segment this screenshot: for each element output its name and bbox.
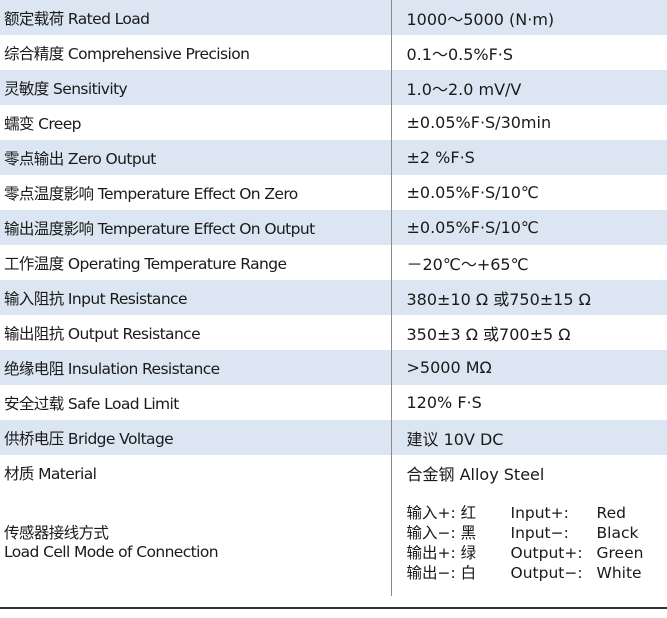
wire-color: Red	[596, 504, 626, 522]
bottom-rule	[0, 607, 667, 609]
wire-cn: 输出−: 白	[406, 564, 477, 582]
wire-color: Green	[596, 544, 644, 562]
spec-value: －20℃～+65℃	[406, 254, 529, 274]
spec-row-output-resistance: 输出阻抗 Output Resistance 350±3 Ω 或700±5 Ω	[0, 315, 667, 350]
connection-label-en: Load Cell Mode of Connection	[4, 543, 219, 561]
spec-row-creep: 蠕变 Creep ±0.05%F·S/30min	[0, 105, 667, 140]
spec-label: 零点输出 Zero Output	[0, 140, 392, 175]
wire-row-output-minus: 输出−: 白 Output−: White	[407, 563, 644, 583]
wire-en: Output−:	[510, 564, 583, 582]
spec-row-sensitivity: 灵敏度 Sensitivity 1.0～2.0 mV/V	[0, 70, 667, 105]
spec-value: ±0.05%F·S/10℃	[406, 183, 539, 202]
spec-row-rated-load: 额定载荷 Rated Load 1000～5000 (N·m)	[0, 0, 667, 35]
spec-label: 绝缘电阻 Insulation Resistance	[0, 350, 392, 385]
spec-label: 供桥电压 Bridge Voltage	[0, 420, 392, 455]
wire-cn: 输出+: 绿	[406, 544, 477, 562]
spec-row-zero-output: 零点输出 Zero Output ±2 %F·S	[0, 140, 667, 175]
spec-label: 材质 Material	[0, 455, 392, 490]
wire-en: Output+:	[510, 544, 583, 562]
spec-row-temp-effect-output: 输出温度影响 Temperature Effect On Output ±0.0…	[0, 210, 667, 245]
spec-row-safe-load-limit: 安全过载 Safe Load Limit 120% F·S	[0, 385, 667, 420]
connection-wiring: 输入+: 红 Input+: Red 输入−: 黑 Input−: Black …	[391, 490, 667, 596]
spec-label: 输出温度影响 Temperature Effect On Output	[0, 210, 392, 245]
spec-row-operating-temp: 工作温度 Operating Temperature Range －20℃～+6…	[0, 245, 667, 280]
spec-value: ±2 %F·S	[391, 140, 667, 175]
spec-row-connection: 传感器接线方式 Load Cell Mode of Connection 输入+…	[0, 490, 667, 596]
spec-row-input-resistance: 输入阻抗 Input Resistance 380±10 Ω 或750±15 Ω	[0, 280, 667, 315]
spec-value: >5000 MΩ	[391, 350, 667, 385]
spec-value: 0.1～0.5%F·S	[406, 44, 514, 64]
wire-row-input-minus: 输入−: 黑 Input−: Black	[407, 523, 644, 543]
spec-value: 1000～5000 (N·m)	[391, 0, 667, 35]
spec-value: ±0.05%F·S/30min	[406, 113, 552, 132]
wiring-table: 输入+: 红 Input+: Red 输入−: 黑 Input−: Black …	[407, 503, 644, 583]
connection-label: 传感器接线方式 Load Cell Mode of Connection	[0, 490, 392, 596]
wire-cn: 输入−: 黑	[406, 524, 477, 542]
wire-row-input-plus: 输入+: 红 Input+: Red	[407, 503, 644, 523]
spec-label: 工作温度 Operating Temperature Range	[0, 245, 392, 280]
spec-row-comprehensive-precision: 综合精度 Comprehensive Precision 0.1～0.5%F·S	[0, 35, 667, 70]
spec-label: 输出阻抗 Output Resistance	[0, 315, 392, 350]
wire-color: Black	[596, 524, 639, 542]
spec-row-bridge-voltage: 供桥电压 Bridge Voltage 建议 10V DC	[0, 420, 667, 455]
wire-cn: 输入+: 红	[406, 504, 477, 522]
spec-value: 380±10 Ω 或750±15 Ω	[391, 280, 667, 315]
spec-label: 灵敏度 Sensitivity	[0, 70, 392, 105]
spec-value: 350±3 Ω 或700±5 Ω	[406, 324, 571, 344]
spec-label: 安全过载 Safe Load Limit	[0, 385, 392, 420]
spec-label: 输入阻抗 Input Resistance	[0, 280, 392, 315]
spec-label: 零点温度影响 Temperature Effect On Zero	[0, 175, 392, 210]
connection-label-cn: 传感器接线方式	[4, 524, 109, 542]
spec-value: ±0.05%F·S/10℃	[391, 210, 667, 245]
wire-en: Input+:	[510, 504, 569, 522]
wire-color: White	[596, 564, 642, 582]
spec-label: 综合精度 Comprehensive Precision	[0, 35, 392, 70]
wire-row-output-plus: 输出+: 绿 Output+: Green	[407, 543, 644, 563]
spec-row-material: 材质 Material 合金钢 Alloy Steel	[0, 455, 667, 490]
spec-row-temp-effect-zero: 零点温度影响 Temperature Effect On Zero ±0.05%…	[0, 175, 667, 210]
spec-value: 合金钢 Alloy Steel	[406, 464, 545, 484]
spec-value: 1.0～2.0 mV/V	[391, 70, 667, 105]
spec-label: 额定载荷 Rated Load	[0, 0, 392, 35]
spec-row-insulation-resistance: 绝缘电阻 Insulation Resistance >5000 MΩ	[0, 350, 667, 385]
spec-value: 120% F·S	[406, 393, 482, 412]
wire-en: Input−:	[510, 524, 569, 542]
spec-table: 额定载荷 Rated Load 1000～5000 (N·m) 综合精度 Com…	[0, 0, 667, 596]
spec-value: 建议 10V DC	[391, 420, 667, 455]
spec-label: 蠕变 Creep	[0, 105, 392, 140]
